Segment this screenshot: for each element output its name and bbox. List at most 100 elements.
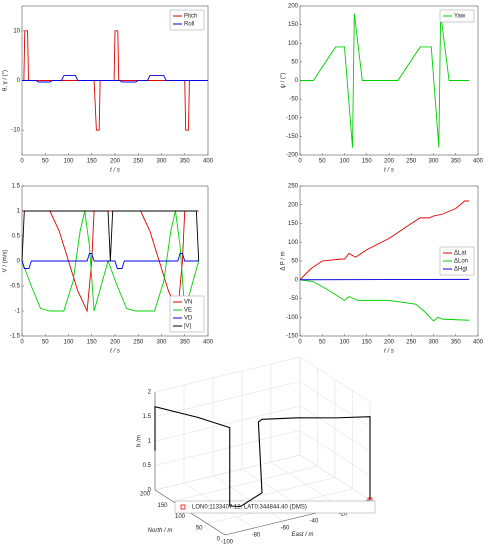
x-tick-label: 400 — [203, 159, 214, 165]
x-tick-label: 50 — [319, 340, 326, 346]
grid-line — [299, 454, 371, 501]
y-tick-label: -50 — [289, 296, 298, 302]
x-tick-label: 200 — [384, 159, 395, 165]
grid-line — [299, 381, 371, 427]
y-axis-label: θ, γ / (°) — [3, 70, 9, 91]
legend-label: ΔLon — [454, 259, 468, 265]
y-tick-label: -150 — [286, 134, 299, 140]
x-tick-label: 50 — [319, 159, 326, 165]
x-tick-label: 300 — [428, 159, 439, 165]
x-tick-label: 150 — [87, 159, 98, 165]
x-tick-label: -20 — [339, 512, 348, 518]
x-tick-label: 100 — [339, 340, 350, 346]
legend-box — [439, 9, 475, 23]
y-axis-label: ψ / (°) — [281, 73, 287, 89]
legend-label: Roll — [184, 22, 194, 28]
z-tick-label: 0.5 — [143, 463, 152, 469]
y-tick-label: -50 — [289, 97, 298, 103]
y-tick-label: 0 — [295, 277, 299, 283]
y-tick-label: -0.5 — [10, 284, 21, 290]
legend-label: ΔLat — [454, 251, 467, 257]
z-tick-label: 0 — [148, 488, 152, 494]
y-tick-label: 50 — [196, 525, 203, 531]
x-tick-label: -60 — [281, 526, 290, 532]
y-tick-label: 1 — [17, 209, 21, 215]
series-line — [300, 13, 470, 148]
x-tick-label: 150 — [362, 340, 373, 346]
series-line — [299, 279, 470, 322]
x-axis-label: t / s — [384, 349, 394, 355]
x-tick-label: 250 — [133, 159, 144, 165]
series-line — [21, 253, 199, 269]
legend-label: VE — [184, 308, 192, 314]
x-tick-label: 350 — [451, 159, 462, 165]
z-axis-label: h /m — [137, 435, 143, 447]
y-axis-label: Δ P / m — [281, 251, 287, 270]
legend-label: ΔHgt — [454, 267, 468, 273]
z-tick-label: 1.5 — [143, 414, 152, 420]
x-tick-label: 400 — [473, 340, 484, 346]
x-tick-label: 250 — [406, 340, 417, 346]
y-tick-label: 50 — [291, 59, 298, 65]
z-tick-label: 1 — [148, 439, 152, 445]
y-tick-label: -200 — [286, 153, 299, 159]
grid-line — [299, 356, 371, 403]
grid-line — [299, 405, 371, 452]
legend-label: VN — [184, 300, 192, 306]
y-tick-label: 150 — [288, 22, 299, 28]
grid-line — [154, 405, 301, 442]
legend-box — [169, 9, 205, 31]
x-tick-label: 250 — [406, 159, 417, 165]
x-tick-label: -40 — [310, 519, 319, 525]
series-line — [21, 210, 200, 262]
x-tick-label: 200 — [110, 159, 121, 165]
y-tick-label: -100 — [286, 315, 299, 321]
legend-label: |V| — [184, 324, 192, 330]
y-tick-label: 200 — [288, 4, 299, 10]
x-tick-label: 400 — [473, 159, 484, 165]
x-tick-label: 300 — [156, 159, 167, 165]
y-tick-label: 250 — [288, 184, 299, 190]
y-tick-label: 10 — [13, 28, 20, 34]
x-axis-label: t / s — [110, 349, 120, 355]
x-tick-label: 300 — [428, 340, 439, 346]
grid-line — [154, 356, 301, 393]
y-tick-label: 0 — [217, 537, 221, 543]
series-line — [299, 200, 470, 281]
z-tick-label: 2 — [148, 390, 152, 396]
y-tick-label: 50 — [291, 259, 298, 265]
grid-line — [154, 381, 301, 417]
x-tick-label: 100 — [63, 159, 74, 165]
y-tick-label: 1.5 — [12, 184, 21, 190]
x-tick-label: 0 — [20, 340, 24, 346]
y-tick-label: 100 — [175, 514, 186, 520]
x-tick-label: -80 — [252, 533, 261, 539]
x-axis-label: East / m — [291, 532, 313, 538]
y-tick-label: 200 — [140, 492, 151, 498]
legend-label: VD — [184, 316, 193, 322]
x-tick-label: 200 — [110, 340, 121, 346]
legend-swatch — [180, 504, 186, 510]
x-axis-label: t / s — [110, 168, 120, 174]
y-tick-label: 0.5 — [12, 234, 21, 240]
grid-line — [154, 430, 301, 466]
x-tick-label: 150 — [362, 159, 373, 165]
y-tick-label: 150 — [157, 503, 168, 509]
x-tick-label: 100 — [339, 159, 350, 165]
y-tick-label: -1 — [15, 309, 21, 315]
grid-line — [154, 454, 301, 491]
x-tick-label: 50 — [42, 340, 49, 346]
y-tick-label: -150 — [286, 334, 299, 340]
legend-box — [174, 500, 376, 514]
y-axis-label: North / m — [148, 528, 173, 534]
x-tick-label: 150 — [87, 340, 98, 346]
legend-label: LON0:1133407.12, LAT0:344844.40 (DMS) — [192, 505, 307, 511]
x-tick-label: 50 — [42, 159, 49, 165]
x-tick-label: 0 — [20, 159, 24, 165]
x-tick-label: 300 — [156, 340, 167, 346]
x-tick-label: 200 — [384, 340, 395, 346]
y-axis-label: V / (m/s) — [3, 250, 9, 273]
x-tick-label: 100 — [63, 340, 74, 346]
legend-label: Yaw — [454, 14, 466, 20]
x-tick-label: 250 — [133, 340, 144, 346]
